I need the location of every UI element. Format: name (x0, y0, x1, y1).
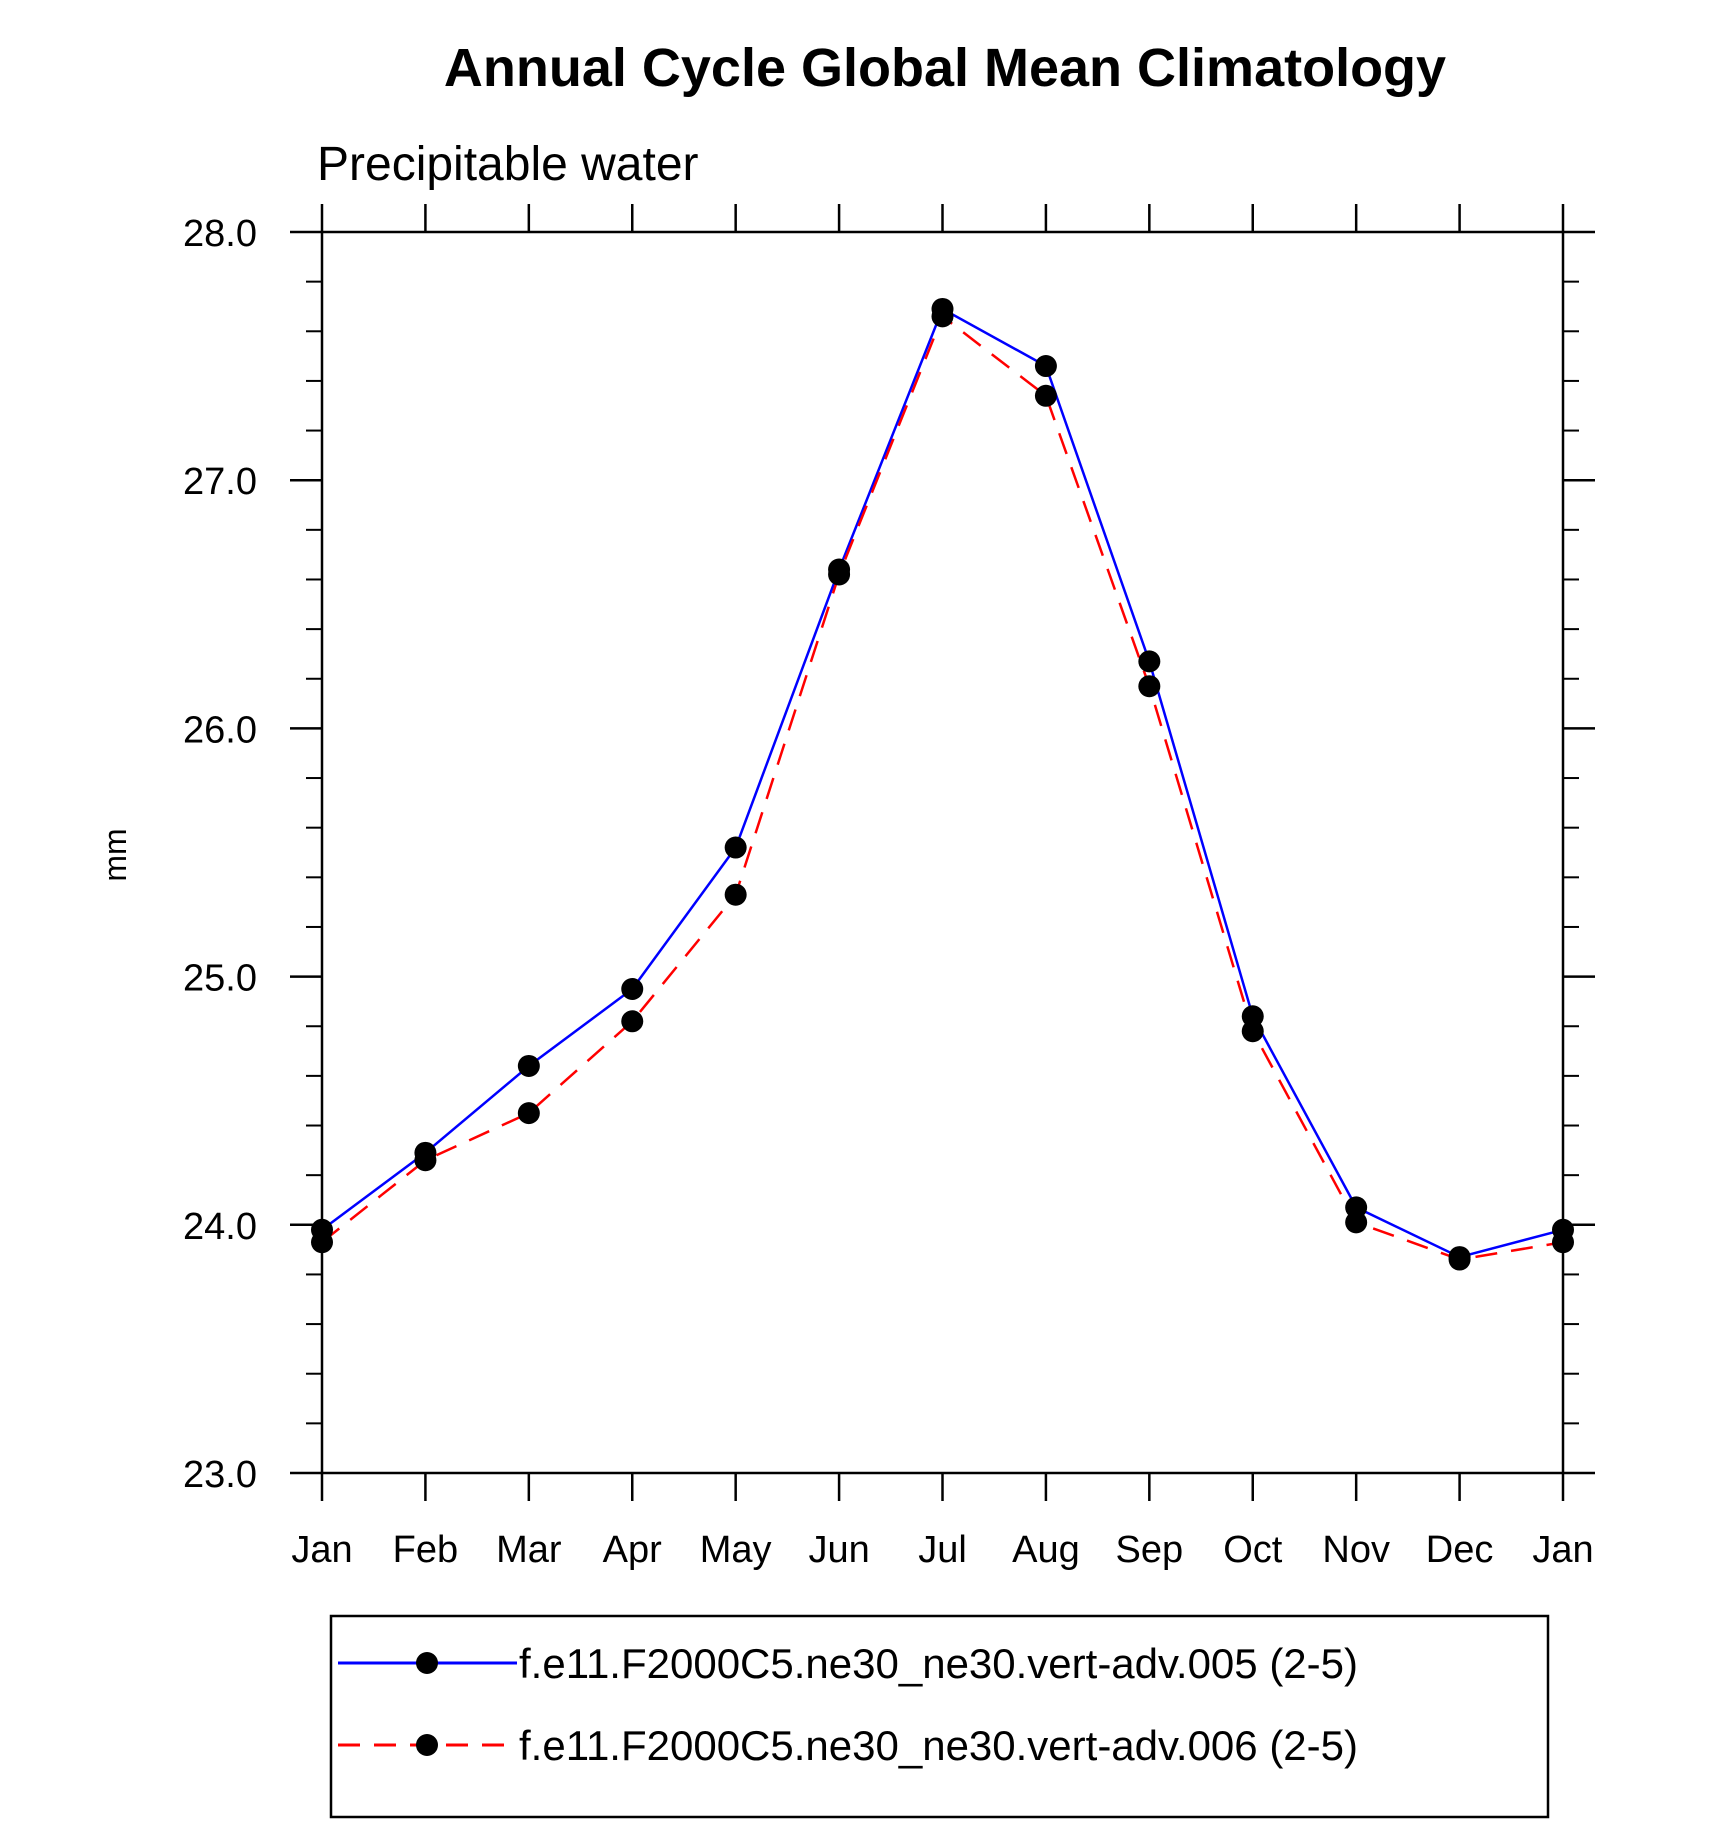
x-tick-label: Jan (291, 1529, 352, 1571)
axis-ticks (290, 204, 1595, 1501)
chart-subtitle: Precipitable water (317, 138, 699, 191)
data-point-s0 (724, 836, 747, 859)
data-point-s0 (517, 1054, 540, 1077)
x-tick-label: Dec (1426, 1529, 1494, 1571)
x-tick-label: Sep (1116, 1529, 1184, 1571)
x-tick-label: Aug (1012, 1529, 1080, 1571)
data-point-s0 (1138, 650, 1161, 673)
y-tick-label: 26.0 (183, 709, 257, 751)
data-point-s1 (828, 563, 851, 586)
data-point-s1 (1034, 384, 1057, 407)
data-point-s1 (1138, 675, 1161, 698)
chart-title: Annual Cycle Global Mean Climatology (444, 38, 1446, 98)
legend-marker-0 (416, 1652, 438, 1674)
y-tick-label: 24.0 (183, 1206, 257, 1248)
y-tick-label: 23.0 (183, 1454, 257, 1496)
data-point-s1 (1345, 1211, 1368, 1234)
y-tick-labels: 23.0 24.0 25.0 26.0 27.0 28.0 (183, 213, 257, 1496)
x-tick-label: Mar (496, 1529, 562, 1571)
series-markers (311, 297, 1574, 1271)
legend: f.e11.F2000C5.ne30_ne30.vert-adv.005 (2-… (329, 1614, 1550, 1819)
data-point-s1 (1552, 1231, 1574, 1254)
y-axis-label: mm (97, 828, 133, 881)
legend-label-1: f.e11.F2000C5.ne30_ne30.vert-adv.006 (2-… (519, 1722, 1358, 1769)
data-point-s1 (621, 1010, 644, 1033)
x-tick-labels: Jan Feb Mar Apr May Jun Jul Aug Sep Oct Nov Dec Jan (291, 1529, 1593, 1571)
y-tick-label: 25.0 (183, 958, 257, 1000)
data-point-s0 (621, 978, 644, 1001)
plot-frame (320, 230, 1565, 1475)
legend-label-0: f.e11.F2000C5.ne30_ne30.vert-adv.005 (2-… (519, 1640, 1358, 1687)
data-point-s0 (1034, 355, 1057, 378)
legend-marker-1 (416, 1734, 438, 1756)
x-tick-label: Jun (808, 1529, 869, 1571)
data-point-s1 (414, 1149, 437, 1172)
data-point-s1 (311, 1231, 333, 1254)
x-tick-label: Feb (393, 1529, 458, 1571)
y-tick-label: 27.0 (183, 461, 257, 503)
data-point-s1 (517, 1102, 540, 1125)
series-line-0 (321, 307, 1564, 1259)
legend-box (329, 1614, 1550, 1819)
x-tick-label: Jan (1532, 1529, 1593, 1571)
series-lines (321, 307, 1564, 1261)
x-tick-label: Jul (918, 1529, 967, 1571)
data-point-s1 (1448, 1248, 1471, 1271)
data-point-s1 (1241, 1020, 1264, 1043)
series-line-1 (321, 314, 1564, 1261)
data-point-s1 (931, 305, 954, 328)
x-tick-label: Oct (1223, 1529, 1283, 1571)
y-tick-label: 28.0 (183, 213, 257, 255)
x-tick-label: May (700, 1529, 772, 1571)
x-tick-label: Nov (1322, 1529, 1390, 1571)
x-tick-label: Apr (603, 1529, 662, 1571)
data-point-s1 (724, 883, 747, 906)
